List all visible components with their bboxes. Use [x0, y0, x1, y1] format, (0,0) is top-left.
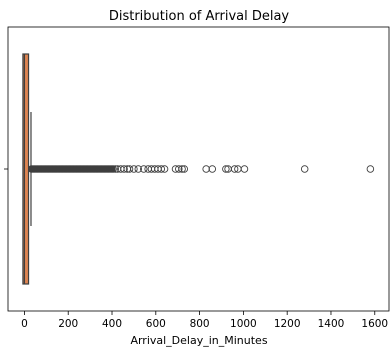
outlier-point [300, 165, 309, 173]
x-tick-label: 1600 [361, 318, 388, 330]
outlier-point [125, 165, 134, 173]
x-tick-label: 200 [58, 318, 78, 330]
outlier-point [230, 165, 239, 173]
outlier-point [157, 165, 166, 173]
outlier-point [109, 165, 117, 173]
x-tick-label: 1400 [318, 318, 345, 330]
x-axis: 0 200 400 600 800 1000 1200 1400 1600 [21, 311, 388, 330]
plot-layer [22, 53, 375, 285]
outlier-point [202, 165, 210, 173]
outlier-point [178, 165, 186, 173]
outlier-point [208, 165, 217, 173]
outlier-point [160, 165, 169, 173]
outlier-point [111, 165, 120, 173]
outlier-point [366, 165, 375, 173]
outlier-point [134, 165, 143, 173]
outlier-point [180, 165, 189, 173]
x-tick-label: 0 [21, 318, 28, 330]
x-axis-label: Arrival_Delay_in_Minutes [130, 334, 267, 347]
outlier-point [130, 165, 138, 173]
outlier-point [222, 165, 230, 173]
x-tick-label: 400 [102, 318, 122, 330]
box [22, 53, 30, 285]
outlier-point [175, 165, 183, 173]
x-tick-label: 1000 [230, 318, 257, 330]
outlier-point [240, 165, 249, 173]
x-tick-label: 600 [146, 318, 166, 330]
outlier-point [140, 165, 148, 173]
x-tick-label: 800 [190, 318, 210, 330]
chart-title: Distribution of Arrival Delay [109, 9, 290, 24]
outlier-point [120, 165, 128, 173]
x-tick-label: 1200 [274, 318, 301, 330]
